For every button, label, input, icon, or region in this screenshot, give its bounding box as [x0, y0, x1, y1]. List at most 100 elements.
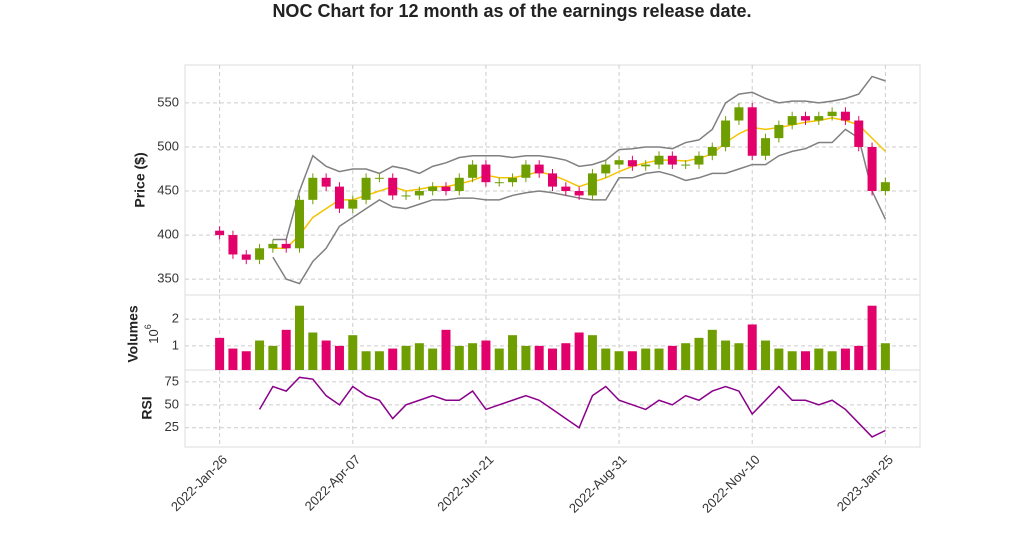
- x-tick-label: 2022-Jan-26: [168, 452, 230, 514]
- volume-bar: [454, 345, 464, 370]
- candle-body: [401, 195, 411, 197]
- candle-body: [441, 186, 451, 192]
- volume-bar: [747, 324, 757, 370]
- indicator-line: [272, 75, 886, 241]
- candle-body: [215, 230, 225, 236]
- volume-bar: [694, 337, 704, 370]
- candle-body: [255, 248, 265, 260]
- volume-bar: [534, 345, 544, 370]
- volume-bar: [321, 340, 331, 370]
- candle-body: [521, 164, 531, 178]
- volume-bar: [414, 343, 424, 370]
- candle-body: [374, 177, 384, 179]
- volume-bar: [521, 345, 531, 370]
- volume-bar: [548, 348, 557, 370]
- volume-bar: [681, 343, 691, 370]
- volume-bar: [508, 335, 518, 370]
- candle-body: [641, 164, 651, 167]
- volume-bar: [800, 351, 810, 370]
- y-tick-label: 350: [157, 271, 179, 286]
- candle-body: [308, 177, 318, 200]
- candle-body: [361, 177, 371, 200]
- y-tick-label: 2: [172, 311, 179, 326]
- candle-body: [854, 120, 864, 147]
- candle-body: [627, 160, 637, 167]
- candle-body: [468, 164, 478, 178]
- volume-bar: [787, 351, 797, 370]
- volume-bar: [334, 345, 344, 370]
- candle-body: [707, 146, 717, 156]
- x-tick-label: 2022-Jun-21: [434, 452, 496, 514]
- volume-bar: [468, 343, 478, 370]
- volume-bar: [641, 348, 651, 370]
- volume-bar: [721, 340, 731, 370]
- candle-body: [587, 173, 597, 196]
- indicator-line: [272, 128, 887, 285]
- candle-body: [321, 177, 331, 187]
- candle-body: [481, 164, 491, 183]
- candle-body: [654, 155, 664, 165]
- volume-bar: [654, 348, 664, 370]
- volume-bar: [827, 351, 837, 370]
- volume-bar: [441, 329, 451, 370]
- candle-body: [734, 107, 744, 121]
- volume-bar: [587, 335, 597, 370]
- volume-bar: [374, 351, 384, 370]
- volume-bar: [707, 329, 717, 370]
- volume-bar: [308, 332, 318, 370]
- candle-body: [494, 182, 504, 184]
- volume-bar: [574, 332, 584, 370]
- volume-bar: [295, 305, 305, 370]
- candle-body: [454, 177, 464, 192]
- volume-bar: [255, 340, 265, 370]
- rsi-axis-label: RSI: [139, 396, 155, 419]
- volume-bar: [281, 329, 291, 370]
- volume-bar: [734, 343, 744, 370]
- rsi-line: [258, 376, 886, 438]
- candle-body: [334, 186, 344, 209]
- volume-bar: [601, 348, 611, 370]
- volume-bar: [614, 351, 624, 370]
- candle-body: [241, 254, 251, 260]
- volume-bar: [361, 351, 371, 370]
- volume-bar: [348, 335, 358, 370]
- volume-bar: [268, 345, 278, 370]
- candle-body: [814, 116, 824, 121]
- candle-body: [761, 138, 771, 156]
- volume-bar: [880, 343, 890, 370]
- x-tick-label: 2022-Aug-31: [566, 452, 630, 516]
- volume-bar: [854, 345, 864, 370]
- candle-body: [880, 182, 890, 192]
- volume-bar: [401, 345, 411, 370]
- candle-body: [827, 111, 837, 117]
- candle-body: [800, 116, 810, 121]
- candle-body: [388, 177, 398, 196]
- y-tick-label: 75: [165, 373, 179, 388]
- candle-body: [428, 186, 438, 192]
- y-tick-label: 450: [157, 182, 179, 197]
- volume-scale-base: 10: [146, 329, 161, 343]
- volume-bar: [667, 345, 677, 370]
- chart-title: NOC Chart for 12 month as of the earning…: [272, 1, 751, 21]
- y-tick-label: 500: [157, 138, 179, 153]
- candle-body: [667, 155, 677, 165]
- volume-bar: [241, 351, 251, 370]
- y-tick-label: 25: [165, 419, 179, 434]
- x-tick-label: 2023-Jan-25: [834, 452, 896, 514]
- candle-body: [787, 116, 797, 125]
- volume-bar: [840, 348, 850, 370]
- candle-body: [534, 164, 544, 174]
- candle-body: [508, 177, 518, 183]
- candle-body: [721, 120, 731, 147]
- y-tick-label: 1: [172, 337, 179, 352]
- y-tick-label: 50: [165, 396, 179, 411]
- candle-body: [840, 111, 850, 121]
- volume-bar: [774, 348, 784, 370]
- y-tick-label: 400: [157, 227, 179, 242]
- x-tick-label: 2022-Apr-07: [302, 452, 364, 514]
- candle-body: [295, 199, 305, 249]
- volume-bar: [627, 351, 637, 370]
- volume-bar: [388, 348, 398, 370]
- volume-bar: [481, 340, 491, 370]
- volume-bar: [494, 348, 504, 370]
